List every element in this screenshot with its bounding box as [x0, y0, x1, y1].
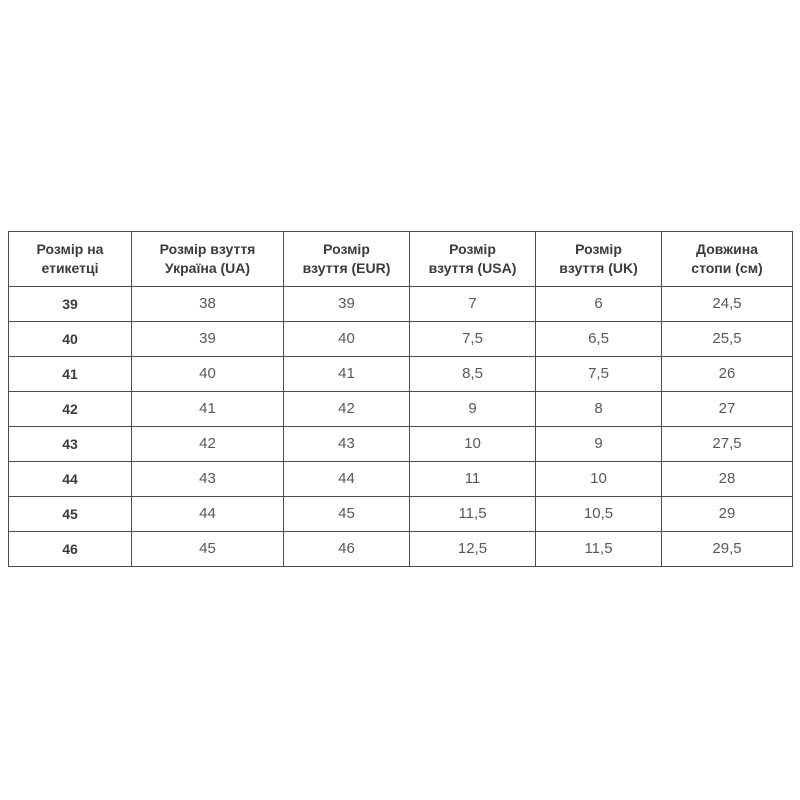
table-cell: 44	[283, 461, 410, 497]
table-cell: 26	[661, 356, 793, 392]
table-cell: 45	[283, 496, 410, 532]
table-row: 45 44 45 11,5 10,5 29	[8, 496, 793, 532]
table-header-row: Розмір на етикетці Розмір взуття Україна …	[8, 231, 793, 287]
table-cell: 7	[409, 286, 536, 322]
table-cell: 40	[131, 356, 284, 392]
table-cell: 44	[131, 496, 284, 532]
table-cell: 8	[535, 391, 662, 427]
table-cell: 29	[661, 496, 793, 532]
table-cell: 10,5	[535, 496, 662, 532]
table-cell: 6	[535, 286, 662, 322]
table-cell: 24,5	[661, 286, 793, 322]
row-label-cell: 45	[8, 496, 132, 532]
table-cell: 29,5	[661, 531, 793, 567]
row-label-cell: 39	[8, 286, 132, 322]
table-cell: 9	[409, 391, 536, 427]
row-label-cell: 41	[8, 356, 132, 392]
table-cell: 42	[131, 426, 284, 462]
column-header-1: Розмір взуття Україна (UA)	[131, 231, 284, 287]
table-cell: 27,5	[661, 426, 793, 462]
table-cell: 27	[661, 391, 793, 427]
table-cell: 8,5	[409, 356, 536, 392]
row-label-cell: 42	[8, 391, 132, 427]
table-cell: 43	[283, 426, 410, 462]
table-cell: 28	[661, 461, 793, 497]
table-cell: 11,5	[535, 531, 662, 567]
table-row: 41 40 41 8,5 7,5 26	[8, 356, 793, 392]
table-cell: 41	[283, 356, 410, 392]
table-row: 46 45 46 12,5 11,5 29,5	[8, 531, 793, 567]
column-header-4: Розмір взуття (UK)	[535, 231, 662, 287]
table-cell: 43	[131, 461, 284, 497]
table-cell: 40	[283, 321, 410, 357]
table-cell: 38	[131, 286, 284, 322]
table-cell: 39	[283, 286, 410, 322]
table-cell: 10	[409, 426, 536, 462]
column-header-0: Розмір на етикетці	[8, 231, 132, 287]
table-cell: 10	[535, 461, 662, 497]
table-body: 39 38 39 7 6 24,5 40 39 40 7,5 6,5 25,5 41 40 41 8,5 7,5…	[8, 286, 793, 567]
row-label-cell: 43	[8, 426, 132, 462]
table-cell: 25,5	[661, 321, 793, 357]
row-label-cell: 46	[8, 531, 132, 567]
table-cell: 12,5	[409, 531, 536, 567]
table-cell: 7,5	[535, 356, 662, 392]
column-header-3: Розмір взуття (USA)	[409, 231, 536, 287]
table-row: 40 39 40 7,5 6,5 25,5	[8, 321, 793, 357]
table-row: 43 42 43 10 9 27,5	[8, 426, 793, 462]
row-label-cell: 40	[8, 321, 132, 357]
table-cell: 45	[131, 531, 284, 567]
shoe-size-conversion-table: Розмір на етикетці Розмір взуття Україна …	[8, 231, 793, 567]
table-cell: 6,5	[535, 321, 662, 357]
table-cell: 41	[131, 391, 284, 427]
table-cell: 46	[283, 531, 410, 567]
column-header-2: Розмір взуття (EUR)	[283, 231, 410, 287]
table-cell: 42	[283, 391, 410, 427]
table-cell: 39	[131, 321, 284, 357]
row-label-cell: 44	[8, 461, 132, 497]
table-row: 39 38 39 7 6 24,5	[8, 286, 793, 322]
table-cell: 7,5	[409, 321, 536, 357]
table-cell: 11,5	[409, 496, 536, 532]
column-header-5: Довжина стопи (см)	[661, 231, 793, 287]
table-row: 42 41 42 9 8 27	[8, 391, 793, 427]
table-row: 44 43 44 11 10 28	[8, 461, 793, 497]
table-cell: 11	[409, 461, 536, 497]
shoe-size-table-container: Розмір на етикетці Розмір взуття Україна …	[8, 231, 793, 567]
table-cell: 9	[535, 426, 662, 462]
